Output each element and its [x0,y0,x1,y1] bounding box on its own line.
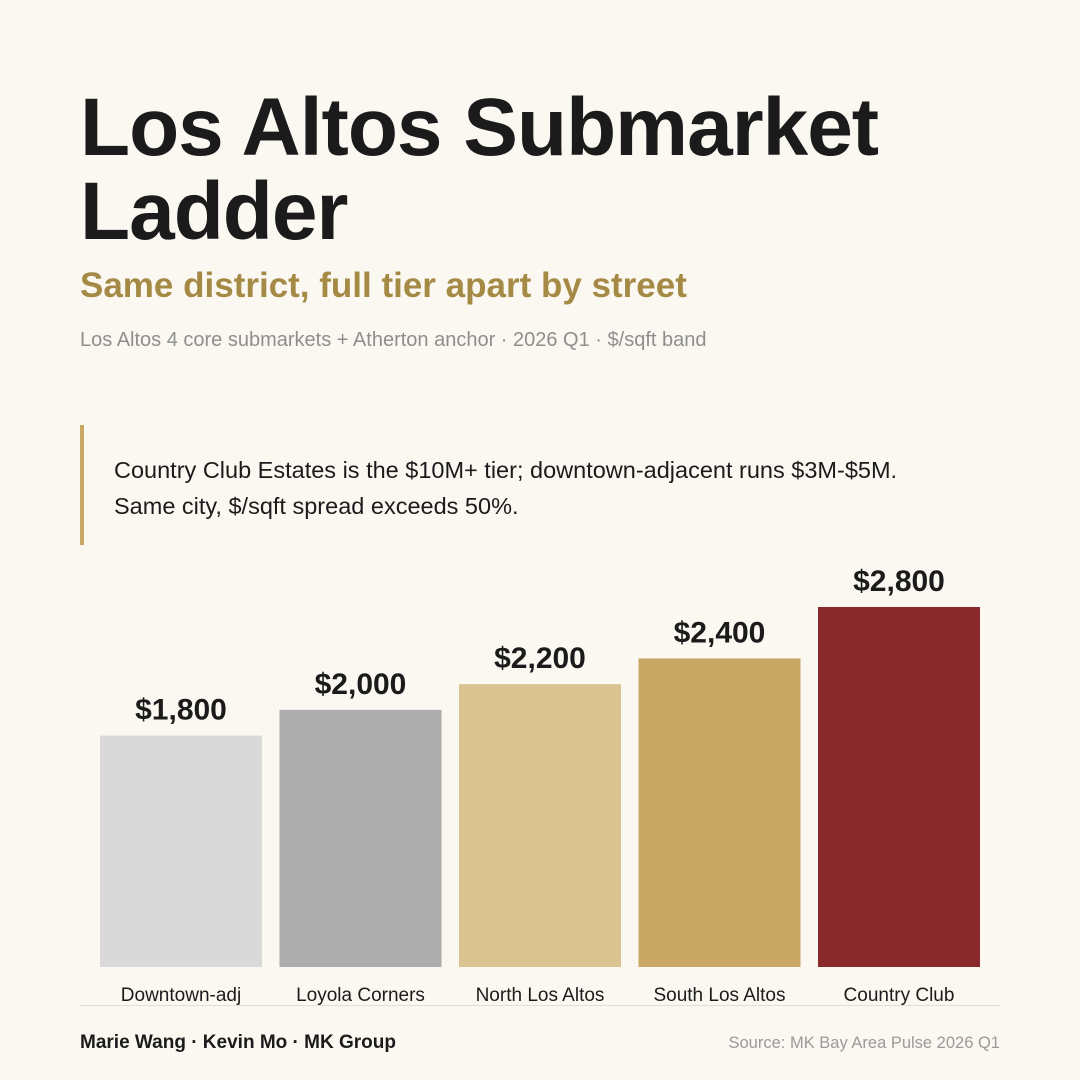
chart-meta: Los Altos 4 core submarkets + Atherton a… [80,329,707,351]
value-label: $2,400 [674,616,766,649]
chart-title: Los Altos Submarket Ladder [80,82,879,257]
category-label: Downtown-adj [121,985,241,1006]
category-label: South Los Altos [653,985,785,1006]
insight-callout: Country Club Estates is the $10M+ tier; … [80,425,960,545]
category-label: Country Club [844,985,955,1006]
value-label: $2,000 [315,668,407,701]
callout-text: Country Club Estates is the $10M+ tier; … [114,457,898,519]
bar-north-los-altos [459,684,621,967]
category-label: North Los Altos [476,985,605,1006]
chart-subtitle: Same district, full tier apart by street [80,266,687,305]
bar-loyola-corners [279,709,442,967]
value-label: $1,800 [135,694,227,727]
footer-authors: Marie Wang · Kevin Mo · MK Group [80,1032,396,1053]
category-label: Loyola Corners [296,985,425,1006]
value-label: $2,800 [853,565,945,598]
bar-south-los-altos [638,658,801,967]
footer-source: Source: MK Bay Area Pulse 2026 Q1 [728,1034,1001,1052]
bar-downtown-adj [100,735,262,967]
footer-divider [80,1005,1000,1006]
value-label: $2,200 [494,642,586,675]
bar-country-club [818,607,980,967]
